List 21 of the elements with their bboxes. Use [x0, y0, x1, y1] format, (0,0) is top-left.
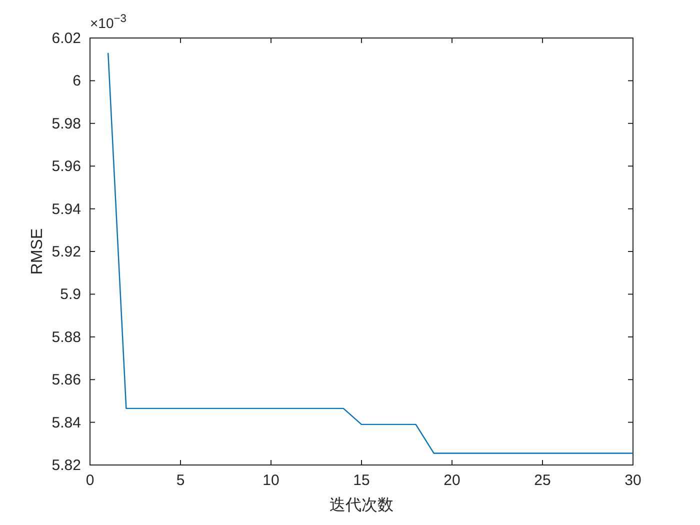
x-tick-label: 30: [624, 472, 642, 489]
y-axis-title: RMSE: [29, 228, 46, 275]
y-tick-label: 5.9: [60, 286, 81, 304]
text: ×10$^{−3}$: [90, 13, 127, 31]
x-axis-title: 迭代次数: [330, 496, 394, 514]
y-tick-label: 5.88: [52, 328, 81, 346]
x-tick-label: 20: [444, 472, 460, 489]
y-tick-label: 5.82: [52, 457, 81, 474]
y-tick-label: 5.86: [52, 372, 81, 389]
x-tick-label: 5: [176, 472, 185, 489]
y-tick-label: 5.98: [52, 115, 81, 132]
y-tick-label: 6: [72, 72, 81, 90]
x-tick-label: 0: [86, 472, 94, 489]
y-tick-label: 5.84: [52, 414, 81, 432]
x-tick-label: 25: [534, 472, 551, 489]
x-tick-label: 15: [353, 472, 370, 489]
y-tick-label: 5.94: [52, 200, 81, 218]
y-tick-label: 6.02: [52, 30, 81, 47]
y-tick-label: 5.96: [52, 158, 81, 176]
x-tick-label: 10: [262, 472, 280, 489]
y-tick-label: 5.92: [52, 244, 81, 260]
